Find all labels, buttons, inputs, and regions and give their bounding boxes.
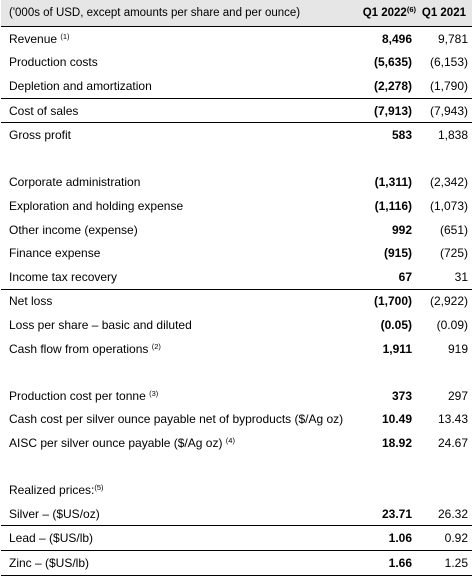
value-q1-2021: (1,790) bbox=[429, 78, 468, 93]
row-label: Net loss bbox=[9, 294, 53, 309]
table-row-depletion: Depletion and amortization (2,278) (1,79… bbox=[1, 74, 472, 98]
value-q1-2022: (915) bbox=[383, 246, 412, 261]
row-label: Cash flow from operations bbox=[9, 341, 149, 356]
table-row-cash-flow: Cash flow from operations (2) 1,911 919 bbox=[1, 337, 472, 361]
value-q1-2022: 1,911 bbox=[382, 341, 412, 356]
value-q1-2022: 992 bbox=[391, 222, 412, 237]
value-q1-2021: (0.09) bbox=[436, 317, 468, 332]
value-q1-2021: 297 bbox=[447, 388, 468, 403]
value-q1-2021: (7,943) bbox=[429, 103, 468, 118]
value-q1-2021: 1,838 bbox=[437, 128, 468, 143]
row-label: Zinc – ($US/lb) bbox=[9, 555, 90, 570]
row-label: Cash cost per silver ounce payable net o… bbox=[9, 412, 344, 427]
value-q1-2021: 0.92 bbox=[444, 531, 468, 546]
value-q1-2021: 1.25 bbox=[444, 555, 468, 570]
table-row-other-income: Other income (expense) 992 (651) bbox=[1, 218, 472, 242]
row-label: Revenue bbox=[9, 31, 58, 46]
row-label: Realized prices: bbox=[9, 483, 95, 498]
row-label: Exploration and holding expense bbox=[9, 198, 184, 213]
value-q1-2021: (651) bbox=[439, 222, 468, 237]
table-row-cash-cost: Cash cost per silver ounce payable net o… bbox=[1, 408, 472, 432]
row-spacer bbox=[1, 360, 472, 384]
table-row-realized-prices: Realized prices:(5) bbox=[1, 478, 472, 502]
value-q1-2021: (2,922) bbox=[429, 294, 468, 309]
footnote-ref: (3) bbox=[149, 388, 159, 398]
value-q1-2022: 373 bbox=[391, 388, 412, 403]
value-q1-2022: 10.49 bbox=[381, 412, 412, 427]
value-q1-2022: 1.06 bbox=[388, 531, 412, 546]
row-label: Corporate administration bbox=[9, 175, 141, 190]
table-row-loss-per-share: Loss per share – basic and diluted (0.05… bbox=[1, 313, 472, 337]
value-q1-2021: 919 bbox=[447, 341, 468, 356]
value-q1-2022: (5,635) bbox=[373, 55, 412, 70]
value-q1-2022: (1,700) bbox=[373, 294, 412, 309]
value-q1-2022: 18.92 bbox=[381, 435, 412, 450]
row-label: Production costs bbox=[9, 55, 98, 70]
row-label: Lead – ($US/lb) bbox=[9, 531, 94, 546]
value-q1-2022: 1.66 bbox=[388, 555, 412, 570]
row-spacer bbox=[1, 455, 472, 479]
value-q1-2021: (6,153) bbox=[429, 55, 468, 70]
value-q1-2022: 8,496 bbox=[381, 31, 412, 46]
row-label: Other income (expense) bbox=[9, 222, 138, 237]
row-spacer bbox=[1, 147, 472, 171]
value-q1-2022: (1,311) bbox=[374, 175, 412, 190]
value-q1-2022: (2,278) bbox=[373, 78, 412, 93]
table-row-lead: Lead – ($US/lb) 1.06 0.92 bbox=[1, 526, 472, 552]
value-q1-2022: 23.71 bbox=[381, 506, 412, 521]
row-label: Finance expense bbox=[9, 246, 101, 261]
row-label: Silver – ($US/oz) bbox=[9, 506, 100, 521]
row-label: Gross profit bbox=[9, 128, 72, 143]
row-label: Cost of sales bbox=[9, 103, 79, 118]
table-row-net-loss: Net loss (1,700) (2,922) bbox=[1, 288, 472, 314]
value-q1-2022: (0.05) bbox=[380, 317, 412, 332]
table-row-production-cost-per-tonne: Production cost per tonne (3) 373 297 bbox=[1, 384, 472, 408]
row-label: AISC per silver ounce payable ($/Ag oz) bbox=[9, 435, 223, 450]
row-label: Depletion and amortization bbox=[9, 78, 152, 93]
table-row-finance-expense: Finance expense (915) (725) bbox=[1, 241, 472, 265]
table-row-income-tax: Income tax recovery 67 31 bbox=[1, 265, 472, 289]
header-q1-2022: Q1 2022(6) bbox=[362, 5, 416, 19]
table-row-exploration: Exploration and holding expense (1,116) … bbox=[1, 194, 472, 218]
value-q1-2021: 31 bbox=[454, 269, 468, 284]
value-q1-2022: 583 bbox=[391, 128, 412, 143]
table-row-aisc: AISC per silver ounce payable ($/Ag oz) … bbox=[1, 431, 472, 455]
value-q1-2021: (1,073) bbox=[429, 198, 468, 213]
footnote-ref: (5) bbox=[94, 483, 104, 493]
row-label: Production cost per tonne bbox=[9, 388, 146, 403]
value-q1-2021: 24.67 bbox=[437, 435, 468, 450]
footnote-ref: (4) bbox=[225, 435, 235, 445]
table-row-revenue: Revenue (1) 8,496 9,781 bbox=[1, 27, 472, 51]
value-q1-2021: 13.43 bbox=[437, 412, 468, 427]
value-q1-2022: (1,116) bbox=[374, 198, 412, 213]
row-label: Loss per share – basic and diluted bbox=[9, 317, 192, 332]
value-q1-2021: 26.32 bbox=[437, 506, 468, 521]
footnote-ref: (1) bbox=[60, 31, 70, 41]
table-row-zinc: Zinc – ($US/lb) 1.66 1.25 bbox=[1, 551, 472, 576]
value-q1-2021: (2,342) bbox=[429, 175, 468, 190]
footnote-ref: (2) bbox=[151, 341, 161, 351]
value-q1-2021: 9,781 bbox=[437, 31, 468, 46]
table-row-corporate-admin: Corporate administration (1,311) (2,342) bbox=[1, 171, 472, 195]
table-row-silver: Silver – ($US/oz) 23.71 26.32 bbox=[1, 502, 472, 527]
table-row-gross-profit: Gross profit 583 1,838 bbox=[1, 122, 472, 147]
row-label: Income tax recovery bbox=[9, 269, 118, 284]
value-q1-2022: 67 bbox=[398, 269, 412, 284]
header-label: ('000s of USD, except amounts per share … bbox=[9, 7, 301, 19]
table-row-production-costs: Production costs (5,635) (6,153) bbox=[1, 51, 472, 75]
table-header: ('000s of USD, except amounts per share … bbox=[1, 0, 472, 27]
header-q1-2021: Q1 2021 bbox=[421, 7, 466, 19]
value-q1-2021: (725) bbox=[439, 246, 468, 261]
value-q1-2022: (7,913) bbox=[373, 103, 412, 118]
table-row-cost-of-sales: Cost of sales (7,913) (7,943) bbox=[1, 97, 472, 123]
